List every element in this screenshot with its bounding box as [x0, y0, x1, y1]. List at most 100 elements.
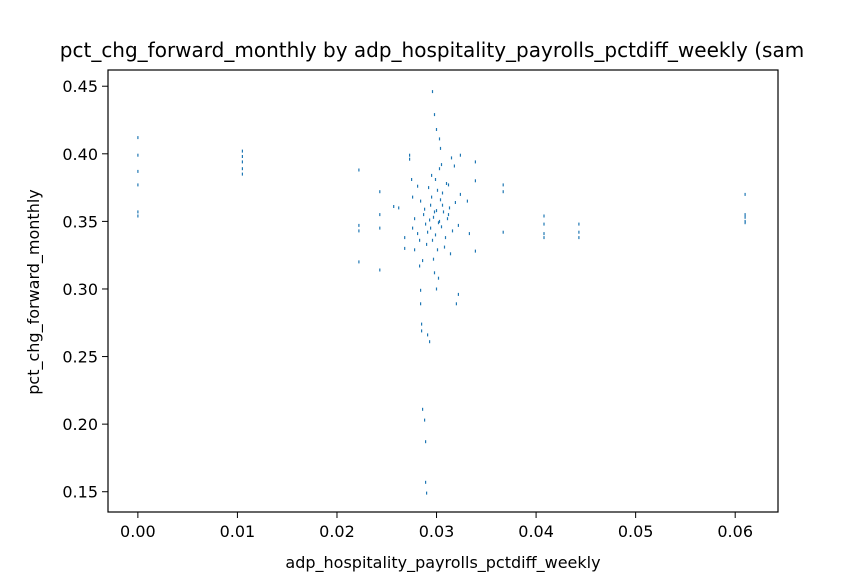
- x-tick-label: 0.01: [220, 522, 256, 541]
- data-point: [379, 213, 381, 217]
- data-point: [468, 232, 470, 236]
- data-point: [424, 418, 426, 422]
- data-point: [440, 225, 443, 229]
- data-point: [442, 210, 445, 214]
- data-point: [457, 223, 459, 227]
- data-point: [433, 210, 436, 214]
- data-point: [578, 222, 580, 226]
- data-point: [446, 217, 449, 221]
- data-point: [421, 322, 423, 326]
- data-point: [432, 215, 435, 219]
- data-point: [445, 182, 448, 185]
- data-point: [474, 249, 476, 253]
- data-point: [421, 329, 423, 333]
- data-point: [412, 226, 414, 230]
- data-point: [443, 245, 446, 249]
- data-point: [431, 90, 434, 94]
- data-point: [427, 333, 429, 337]
- data-point: [137, 210, 139, 214]
- data-point: [431, 238, 434, 242]
- data-point: [422, 407, 424, 411]
- data-point: [474, 160, 476, 164]
- data-point: [453, 164, 455, 168]
- data-point: [404, 246, 406, 250]
- data-point: [450, 156, 453, 160]
- data-point: [466, 199, 468, 203]
- data-point: [543, 236, 545, 240]
- data-point: [379, 190, 381, 194]
- data-point: [358, 168, 360, 172]
- data-point: [543, 222, 545, 226]
- data-point: [447, 213, 450, 217]
- data-point: [459, 192, 461, 196]
- x-tick-label: 0.06: [717, 522, 753, 541]
- data-point: [441, 203, 444, 207]
- data-point: [474, 179, 476, 183]
- data-point: [411, 178, 413, 181]
- data-point: [137, 183, 139, 187]
- data-point: [543, 232, 545, 236]
- data-point: [437, 276, 440, 280]
- y-tick-label: 0.40: [62, 145, 98, 164]
- data-point: [431, 195, 433, 199]
- data-point: [437, 221, 440, 225]
- data-point: [419, 264, 421, 268]
- data-point: [431, 173, 433, 177]
- data-point: [433, 113, 436, 117]
- data-point: [379, 226, 381, 230]
- x-tick-label: 0.03: [419, 522, 455, 541]
- data-point: [137, 153, 139, 157]
- data-point: [449, 252, 452, 256]
- data-point: [430, 226, 432, 230]
- data-point: [502, 190, 504, 194]
- data-point: [436, 248, 439, 252]
- data-point: [434, 233, 437, 237]
- data-point: [441, 191, 444, 195]
- data-point: [137, 214, 139, 218]
- data-point: [433, 271, 436, 275]
- data-point: [422, 259, 424, 263]
- y-axis-title: pct_chg_forward_monthly: [24, 189, 44, 395]
- data-point: [427, 230, 429, 234]
- data-point: [744, 215, 746, 219]
- data-point: [424, 207, 426, 211]
- data-point: [447, 183, 450, 187]
- data-point: [744, 213, 746, 217]
- data-point: [428, 186, 430, 190]
- x-tick-label: 0.05: [618, 522, 654, 541]
- data-point: [414, 248, 416, 252]
- y-tick-label: 0.25: [62, 348, 98, 367]
- data-point: [423, 213, 425, 217]
- data-point: [502, 183, 504, 187]
- data-point: [426, 242, 428, 246]
- data-point: [420, 302, 422, 306]
- data-point: [241, 155, 243, 158]
- data-point: [137, 136, 139, 140]
- data-point: [241, 167, 243, 171]
- y-tick-label: 0.30: [62, 280, 98, 299]
- data-point: [379, 268, 381, 272]
- x-tick-label: 0.04: [518, 522, 554, 541]
- x-tick-label: 0.00: [120, 522, 156, 541]
- data-point: [435, 287, 438, 291]
- data-point: [412, 195, 414, 199]
- data-point: [578, 236, 580, 240]
- data-point: [425, 440, 427, 444]
- data-point: [425, 480, 427, 484]
- data-point: [430, 203, 432, 207]
- data-point: [455, 302, 457, 306]
- data-point: [420, 199, 422, 203]
- data-points: [137, 90, 746, 495]
- data-point: [414, 217, 416, 221]
- data-point: [744, 221, 746, 225]
- x-axis: 0.00 0.01 0.02 0.03 0.04 0.05 0.06: [120, 512, 753, 541]
- data-point: [457, 292, 459, 296]
- data-point: [419, 238, 421, 242]
- data-point: [744, 192, 746, 196]
- data-point: [439, 198, 442, 202]
- data-point: [436, 188, 439, 192]
- data-point: [432, 257, 435, 261]
- data-point: [543, 214, 545, 218]
- data-point: [459, 153, 461, 157]
